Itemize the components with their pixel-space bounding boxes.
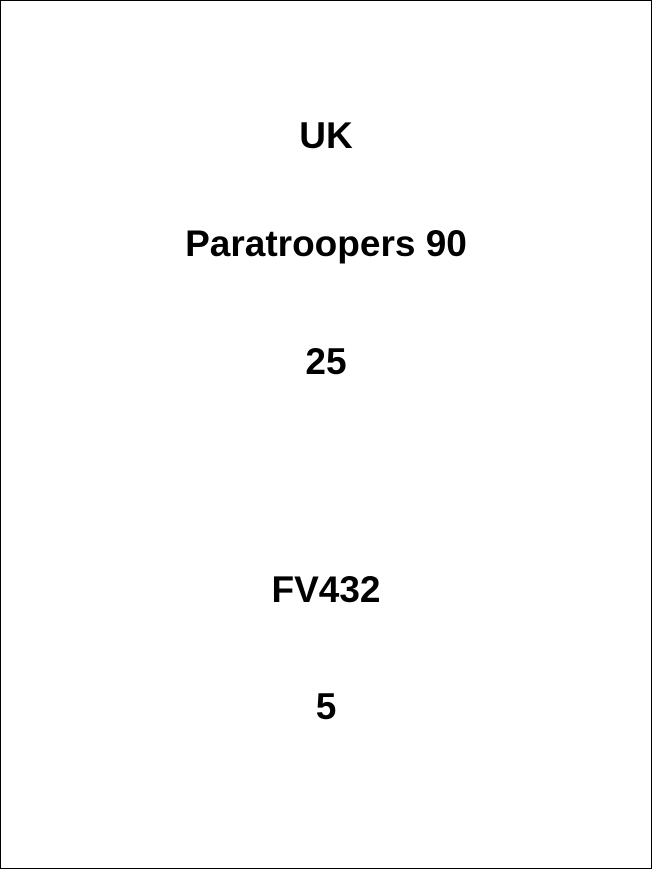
vehicle-name: FV432 (271, 569, 381, 610)
unit-name: Paratroopers 90 (185, 223, 467, 264)
unit-value: 25 (305, 341, 347, 382)
vehicle-value: 5 (315, 686, 337, 727)
country-label: UK (299, 115, 353, 156)
